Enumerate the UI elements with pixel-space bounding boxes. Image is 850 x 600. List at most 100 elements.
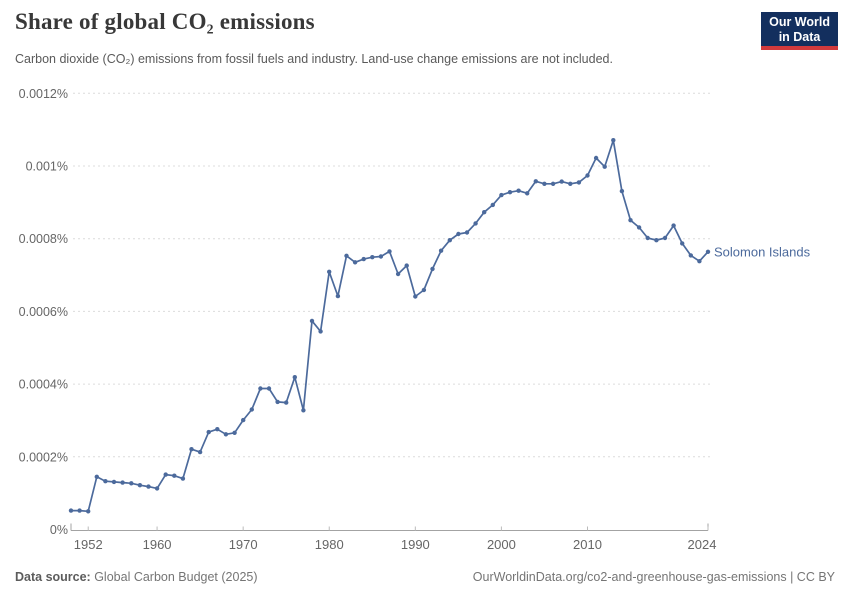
data-point[interactable] [680,241,685,246]
x-axis-tick-label: 2024 [688,537,717,552]
data-point[interactable] [137,483,143,488]
data-point[interactable] [370,255,375,260]
data-point[interactable] [215,427,220,432]
x-axis-tick-label: 2010 [573,537,602,552]
data-source-note: Data source: Global Carbon Budget (2025) [15,570,258,584]
data-point[interactable] [249,407,254,412]
data-point[interactable] [352,260,358,265]
footer-link[interactable]: OurWorldinData.org/co2-and-greenhouse-ga… [472,570,835,584]
y-axis-tick-label: 0.0006% [19,305,68,319]
data-point[interactable] [645,235,650,241]
data-point[interactable] [662,235,668,241]
data-point[interactable] [473,221,478,226]
data-point[interactable] [241,417,246,423]
data-point[interactable] [559,179,564,184]
y-axis-tick-label: 0.001% [26,160,68,174]
data-point[interactable] [163,472,168,477]
data-point[interactable] [464,230,470,235]
data-point[interactable] [533,179,538,184]
data-point[interactable] [619,188,625,194]
data-point[interactable] [413,294,418,299]
data-point[interactable] [421,287,427,293]
data-point[interactable] [447,238,452,243]
x-axis-tick-label: 1952 [74,537,103,552]
data-point[interactable] [327,269,332,274]
data-point[interactable] [197,449,203,455]
data-point[interactable] [361,256,366,262]
data-point[interactable] [430,266,435,272]
y-axis-tick-label: 0.0002% [19,450,68,464]
data-point[interactable] [77,508,82,513]
data-point[interactable] [525,191,530,196]
plot-area[interactable] [73,88,710,531]
data-point[interactable] [697,259,702,264]
owid-logo-line2: in Data [778,29,821,44]
data-point[interactable] [111,479,117,485]
data-point[interactable] [86,509,91,514]
data-point[interactable] [688,253,693,258]
data-point[interactable] [456,231,461,237]
chart-subtitle: Carbon dioxide (CO₂) emissions from foss… [15,52,613,66]
data-point[interactable] [438,248,444,253]
y-axis-tick-label: 0.0004% [19,378,68,392]
data-point[interactable] [335,293,341,299]
data-point[interactable] [404,263,409,268]
data-point[interactable] [576,180,582,185]
data-point[interactable] [705,249,711,254]
data-point[interactable] [206,429,211,435]
x-axis-tick-label: 2000 [487,537,516,552]
data-point[interactable] [172,473,177,478]
data-point[interactable] [482,210,487,215]
data-point[interactable] [309,318,315,324]
data-point[interactable] [189,447,194,452]
data-point[interactable] [344,253,349,258]
owid-logo-line1: Our World [769,15,830,29]
data-point[interactable] [94,474,100,479]
data-point[interactable] [232,430,237,435]
data-point[interactable] [284,400,289,405]
data-point[interactable] [516,188,521,193]
data-point[interactable] [275,399,280,405]
y-axis-tick-label: 0.0012% [19,87,68,101]
data-point[interactable] [542,181,547,186]
data-point[interactable] [154,486,160,491]
data-point[interactable] [180,476,186,481]
data-point[interactable] [395,271,401,277]
data-point[interactable] [146,484,151,489]
x-axis-tick-label: 1960 [143,537,172,552]
y-axis-tick-label: 0.0008% [19,232,68,246]
data-point[interactable] [602,164,607,169]
data-point[interactable] [301,408,306,413]
data-point[interactable] [129,481,134,486]
page-title: Share of global CO₂ emissions [15,9,315,34]
data-point[interactable] [628,218,633,223]
data-point[interactable] [568,181,573,186]
data-point[interactable] [378,254,384,259]
data-point[interactable] [636,225,642,230]
data-point[interactable] [387,249,392,254]
data-point[interactable] [611,138,616,143]
series-entity-label[interactable]: Solomon Islands [714,244,811,259]
data-point[interactable] [499,192,504,198]
data-point[interactable] [654,238,659,243]
data-point[interactable] [266,386,272,391]
data-point[interactable] [120,480,125,485]
data-point[interactable] [258,386,263,391]
y-axis-tick-label: 0% [50,523,68,537]
data-point[interactable] [223,432,229,437]
data-point[interactable] [490,202,495,208]
data-point[interactable] [671,223,676,228]
x-axis-tick-label: 1990 [401,537,430,552]
data-source-label: Data source: [15,570,91,584]
data-point[interactable] [550,181,556,186]
data-point[interactable] [292,375,297,380]
owid-logo[interactable]: Our World in Data [761,12,838,50]
data-point[interactable] [68,508,74,513]
data-point[interactable] [103,479,108,484]
data-point[interactable] [318,329,323,334]
data-point[interactable] [585,173,590,178]
data-point[interactable] [593,155,599,161]
data-point[interactable] [507,190,513,195]
